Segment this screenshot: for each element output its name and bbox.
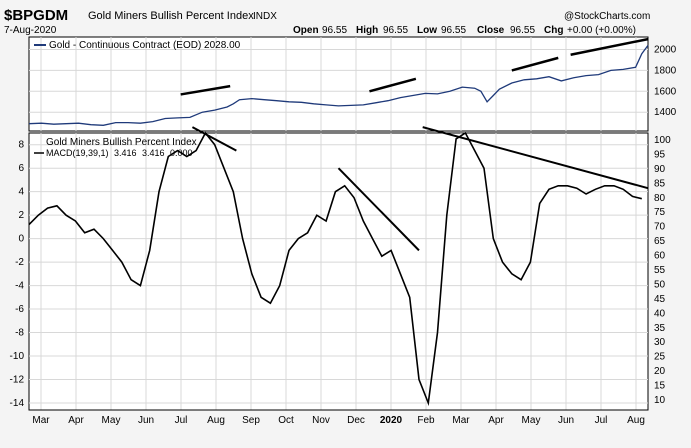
bpi-y-tick-label: 15: [654, 381, 666, 392]
macd-panel: [28, 132, 649, 411]
macd-y-tick-label: -6: [15, 304, 24, 315]
bpi-y-tick-label: 20: [654, 366, 666, 377]
gold-trendline: [180, 84, 231, 96]
signal-value: 3.416: [142, 148, 165, 158]
bpi-y-tick-label: 85: [654, 178, 666, 189]
chg-value: +0.00 (+0.00%): [567, 25, 636, 36]
month-label: Aug: [207, 415, 225, 426]
bpi-y-tick-label: 80: [654, 193, 666, 204]
month-label: May: [522, 415, 541, 426]
month-label: Apr: [68, 415, 84, 426]
high-label: High: [356, 25, 378, 36]
close-value: 96.55: [510, 25, 535, 36]
bpi-y-tick-label: 60: [654, 251, 666, 262]
bpi-y-tick-label: 100: [654, 135, 671, 146]
gold-panel: [28, 36, 649, 132]
month-label: Jul: [595, 415, 608, 426]
month-label: Aug: [627, 415, 645, 426]
macd-y-tick-label: 6: [18, 163, 24, 174]
macd-y-tick-label: -8: [15, 328, 24, 339]
bpi-y-tick-label: 65: [654, 236, 666, 247]
gold-y-tick-label: 1600: [654, 86, 677, 97]
low-value: 96.55: [441, 25, 466, 36]
macd-y-tick-label: -12: [10, 374, 25, 385]
gold-gridlines: [29, 37, 648, 131]
open-label: Open: [293, 25, 319, 36]
gold-y-tick-label: 2000: [654, 45, 677, 56]
chg-label: Chg: [544, 25, 563, 36]
macd-y-tick-label: 2: [18, 210, 24, 221]
bpi-y-tick-label: 10: [654, 395, 666, 406]
macd-series-line: [28, 131, 642, 407]
gold-y-tick-label: 1800: [654, 65, 677, 76]
bpi-y-tick-label: 45: [654, 294, 666, 305]
month-label: Mar: [452, 415, 470, 426]
gold-trendline: [511, 56, 559, 72]
month-label: Dec: [347, 415, 365, 426]
macd-trendline: [191, 126, 237, 152]
month-label: Apr: [488, 415, 504, 426]
low-label: Low: [417, 25, 437, 36]
bpi-legend-title: Gold Miners Bullish Percent Index: [46, 137, 197, 148]
date-label: 7-Aug-2020: [4, 25, 57, 36]
month-label: 2020: [380, 415, 403, 426]
gold-trendline: [570, 37, 649, 56]
macd-gridlines: [29, 133, 648, 410]
bpi-y-tick-label: 70: [654, 222, 666, 233]
macd-y-axis-left: 8 6 4 2 0 -2 -4 -6 -8 -10 -12 -14: [10, 140, 25, 409]
month-label: May: [102, 415, 121, 426]
gold-y-axis: 1400 1600 1800 2000: [654, 45, 677, 119]
symbol-title: $BPGDM: [4, 7, 68, 24]
bpi-y-tick-label: 25: [654, 352, 666, 363]
month-label: Nov: [312, 415, 330, 426]
bpi-y-axis-right: 100 95 90 85 80 75 70 65 60 55 50 45 40 35 30 25 20 15 10: [654, 135, 671, 406]
macd-y-tick-label: -10: [10, 351, 25, 362]
month-label: Jun: [558, 415, 574, 426]
month-label: Jun: [138, 415, 154, 426]
month-label: Feb: [417, 415, 435, 426]
high-value: 96.55: [383, 25, 408, 36]
gold-trendlines: [180, 37, 649, 96]
macd-value: 3.416: [114, 148, 137, 158]
bpi-y-tick-label: 90: [654, 164, 666, 175]
month-label: Jul: [175, 415, 188, 426]
index-name: Gold Miners Bullish Percent Index: [88, 10, 254, 22]
bpi-y-tick-label: 40: [654, 308, 666, 319]
bpi-y-tick-label: 75: [654, 207, 666, 218]
x-axis-months: Mar Apr May Jun Jul Aug Sep Oct Nov Dec 2020 Feb Mar…: [32, 415, 645, 426]
source-logo: @StockCharts.com: [564, 11, 650, 22]
exchange-label: INDX: [253, 11, 277, 22]
gold-series-line: [28, 45, 649, 126]
bpi-y-tick-label: 35: [654, 323, 666, 334]
bpi-y-tick-label: 55: [654, 265, 666, 276]
gold-legend-label: Gold - Continuous Contract (EOD) 2028.00: [49, 40, 241, 51]
gold-trendline: [369, 77, 417, 93]
macd-trendline: [337, 167, 420, 252]
month-label: Mar: [32, 415, 50, 426]
bpi-y-tick-label: 95: [654, 149, 666, 160]
macd-legend-label: MACD(19,39,1): [46, 148, 109, 158]
open-value: 96.55: [322, 25, 347, 36]
month-label: Oct: [278, 415, 294, 426]
bpi-y-tick-label: 30: [654, 337, 666, 348]
macd-y-tick-label: -14: [10, 398, 25, 409]
macd-y-tick-label: 4: [18, 187, 24, 198]
macd-y-tick-label: -4: [15, 281, 24, 292]
macd-trendline: [422, 126, 649, 190]
month-label: Sep: [242, 415, 260, 426]
gold-y-tick-label: 1400: [654, 107, 677, 118]
macd-trendlines: [191, 126, 649, 252]
macd-y-tick-label: 8: [18, 140, 24, 151]
macd-y-tick-label: 0: [18, 234, 24, 245]
close-label: Close: [477, 25, 505, 36]
bpi-y-tick-label: 50: [654, 279, 666, 290]
gold-legend: Gold - Continuous Contract (EOD) 2028.00: [34, 40, 241, 51]
macd-y-tick-label: -2: [15, 257, 24, 268]
